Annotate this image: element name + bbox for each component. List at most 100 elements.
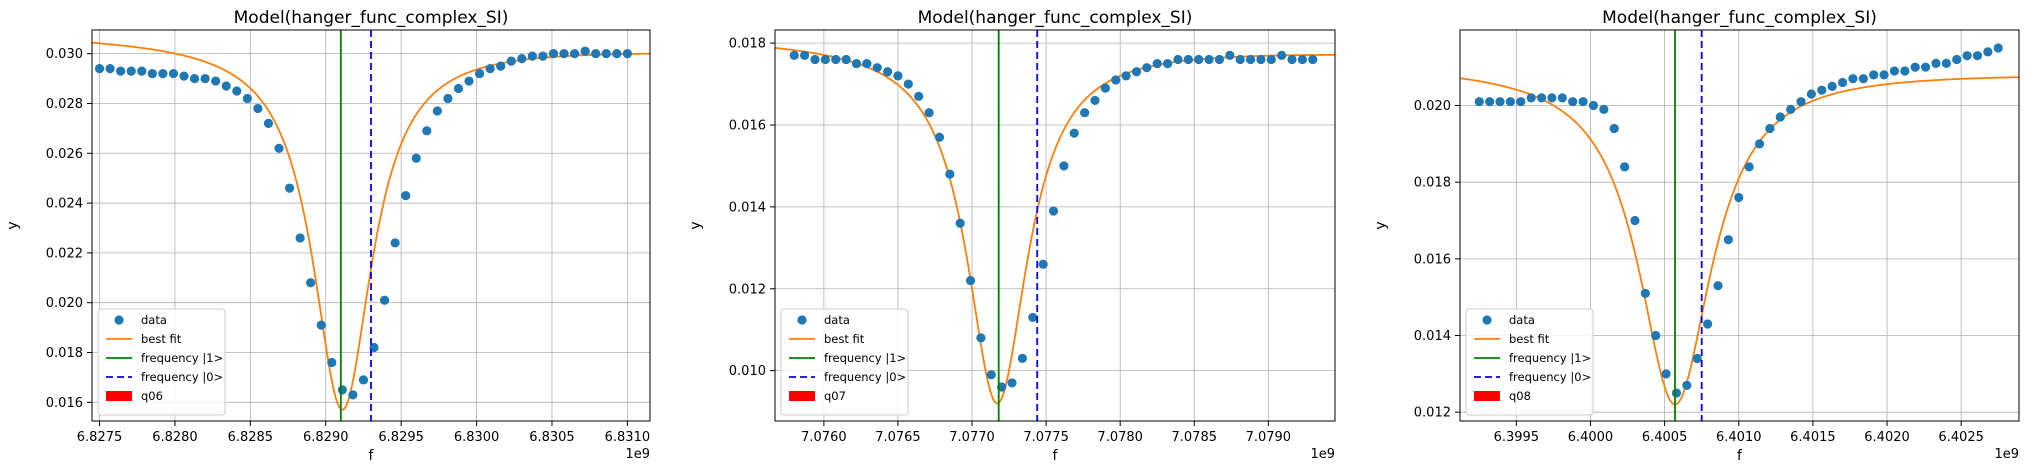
data-point <box>1609 123 1619 134</box>
data-point <box>1277 50 1287 60</box>
plot-area <box>92 30 650 421</box>
x-tick-label: 6.4005 <box>1642 430 1688 445</box>
legend-patch-swatch <box>1474 391 1500 401</box>
data-point <box>253 103 263 114</box>
data-point <box>1578 97 1588 107</box>
data-point <box>232 86 242 96</box>
data-point <box>517 54 527 64</box>
data-point <box>976 333 986 343</box>
data-point <box>1796 97 1806 107</box>
x-tick-label: 6.8290 <box>303 430 349 445</box>
x-tick-label: 6.8275 <box>77 430 123 445</box>
data-point <box>1245 54 1256 65</box>
x-tick-label: 7.0770 <box>949 430 995 445</box>
x-tick-label: 6.8310 <box>605 430 651 445</box>
data-point <box>1474 97 1484 107</box>
data-point <box>1869 70 1879 80</box>
data-point <box>1048 206 1059 216</box>
data-point <box>1173 54 1183 65</box>
data-point <box>337 385 347 395</box>
data-point <box>189 73 200 84</box>
data-point <box>496 61 506 71</box>
data-point <box>116 66 126 76</box>
y-axis-label: y <box>688 221 704 229</box>
plot-area <box>775 30 1335 421</box>
data-point <box>358 375 369 385</box>
data-point <box>820 54 830 65</box>
data-point <box>179 71 189 81</box>
data-point <box>506 56 516 66</box>
data-point <box>1754 139 1765 149</box>
legend-marker-data <box>114 315 124 325</box>
data-point <box>485 64 495 74</box>
data-point <box>559 49 569 59</box>
data-point <box>137 66 147 76</box>
data-point <box>1183 54 1193 65</box>
x-tick-label: 7.0765 <box>875 430 921 445</box>
legend-patch-swatch <box>789 391 815 401</box>
data-point <box>1485 97 1495 107</box>
data-point <box>1723 235 1733 245</box>
data-point <box>1266 54 1276 65</box>
y-tick-label: 0.018 <box>46 346 83 361</box>
data-point <box>1692 353 1702 364</box>
data-point <box>147 68 157 79</box>
data-point <box>390 238 400 248</box>
data-point <box>965 275 976 286</box>
x-offset-text: 1e9 <box>1994 447 2019 462</box>
data-point <box>1889 66 1900 76</box>
x-tick-label: 7.0790 <box>1246 430 1292 445</box>
y-tick-label: 0.026 <box>46 147 83 162</box>
x-tick-label: 7.0785 <box>1172 430 1218 445</box>
legend-box <box>97 308 226 416</box>
y-tick-label: 0.022 <box>46 246 83 261</box>
data-point <box>955 218 965 228</box>
data-point <box>1142 63 1152 73</box>
x-tick-label: 7.0760 <box>801 430 847 445</box>
chart-title: Model(hanger_func_complex_SI) <box>1602 8 1877 28</box>
data-point <box>105 64 115 74</box>
data-point <box>411 153 421 163</box>
data-point <box>1900 66 1910 76</box>
data-point <box>432 106 442 116</box>
y-axis-label: y <box>5 221 21 229</box>
y-tick-label: 0.030 <box>46 47 83 62</box>
data-point <box>1671 388 1682 398</box>
data-point <box>1162 58 1173 69</box>
data-point <box>986 370 996 380</box>
legend-label: data <box>1509 313 1535 327</box>
y-tick-label: 0.014 <box>1414 329 1451 344</box>
data-point <box>601 49 611 59</box>
data-point <box>1993 43 2003 53</box>
data-point <box>1080 108 1090 118</box>
x-tick-label: 7.0780 <box>1097 430 1143 445</box>
data-point <box>1713 281 1723 291</box>
data-point <box>263 118 274 128</box>
chart-title: Model(hanger_func_complex_SI) <box>234 8 509 28</box>
legend-box <box>1465 308 1594 416</box>
data-point <box>1536 93 1547 103</box>
data-point <box>443 93 453 104</box>
data-point <box>1121 71 1131 81</box>
legend-label: frequency |1> <box>824 351 906 365</box>
plot-area <box>1460 30 2019 421</box>
data-point <box>1962 51 1972 61</box>
data-point <box>945 169 955 179</box>
data-point <box>1059 161 1069 171</box>
data-point <box>882 67 893 77</box>
data-point <box>211 76 221 86</box>
x-tick-label: 6.8300 <box>454 430 500 445</box>
legend-label: frequency |1> <box>1509 351 1591 365</box>
data-point <box>284 183 295 193</box>
legend-label: q07 <box>824 389 846 403</box>
legend-label: frequency |1> <box>141 351 223 365</box>
data-point <box>893 71 903 81</box>
data-point <box>348 390 358 400</box>
x-axis-label: f <box>1053 448 1059 464</box>
data-point <box>422 126 432 136</box>
data-point <box>1619 162 1630 172</box>
legend: data best fit frequency |1> frequency |0> q0… <box>780 308 909 416</box>
data-point <box>221 81 231 91</box>
data-point <box>1505 97 1516 107</box>
data-point <box>1495 97 1505 107</box>
